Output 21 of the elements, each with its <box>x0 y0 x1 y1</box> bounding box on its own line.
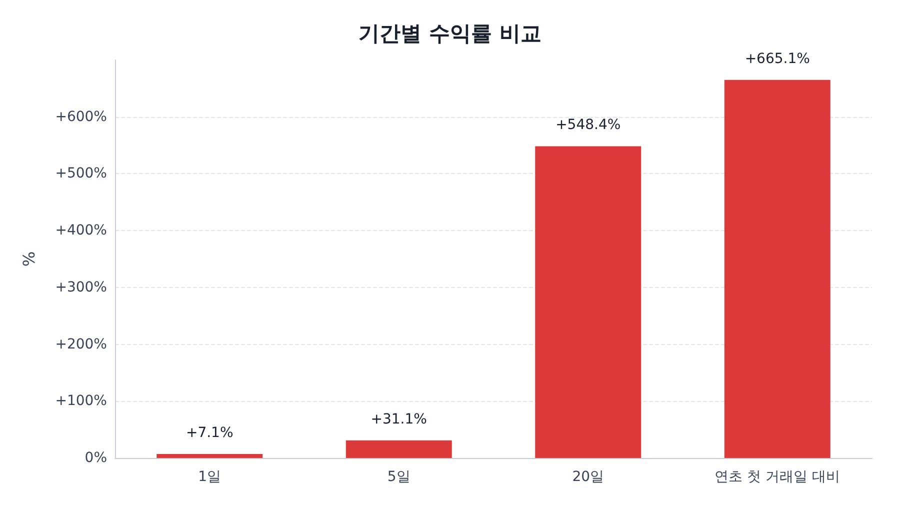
x-tick-label: 1일 <box>198 469 222 485</box>
data-label: +548.4% <box>556 117 621 134</box>
y-tick-label: +400% <box>55 222 107 239</box>
y-tick-label: +200% <box>55 336 107 352</box>
y-tick-label: +300% <box>55 279 107 296</box>
y-tick-label: 0% <box>84 450 107 466</box>
data-label: +665.1% <box>744 50 810 67</box>
x-tick-label: 연초 첫 거래일 대비 <box>714 469 840 485</box>
y-tick-label: +500% <box>55 166 107 182</box>
bar <box>724 80 830 458</box>
bar <box>156 454 263 458</box>
bar <box>346 440 452 458</box>
chart-title: 기간별 수익률 비교 <box>358 22 542 46</box>
x-tick-label: 20일 <box>572 469 604 485</box>
y-tick-label: +100% <box>55 393 107 410</box>
x-tick-label: 5일 <box>387 469 410 485</box>
data-label: +31.1% <box>370 411 427 428</box>
data-label: +7.1% <box>186 424 234 441</box>
y-axis-title: % <box>20 251 38 267</box>
bar <box>535 146 642 458</box>
y-tick-label: +600% <box>55 108 107 125</box>
